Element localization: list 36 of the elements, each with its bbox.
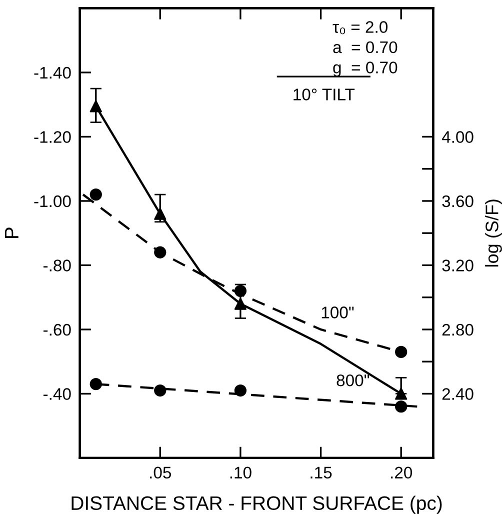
annotation: 10° TILT	[294, 88, 355, 100]
point	[154, 208, 166, 220]
point	[234, 298, 247, 310]
point	[90, 188, 102, 201]
y2-tick-label: 4.00	[442, 131, 474, 143]
y-tick-label: -.80	[44, 260, 71, 272]
y-tick-label: -.60	[44, 324, 71, 336]
x-axis-title: DISTANCE STAR - FRONT SURFACE (pc)	[72, 496, 442, 514]
y2-tick-label: 2.80	[442, 324, 474, 336]
point	[395, 346, 408, 358]
x-tick-label: .10	[230, 466, 252, 479]
y2-axis-title: log (S/F)	[485, 200, 502, 266]
x-tick-label: .20	[391, 466, 412, 479]
y2-tick-label: 3.60	[442, 195, 474, 208]
series-label: 800"	[336, 374, 370, 386]
point	[154, 384, 166, 397]
point	[90, 100, 102, 112]
point	[395, 400, 408, 413]
y-tick-label: -.40	[44, 388, 71, 400]
x-tick-label: .05	[150, 466, 172, 479]
y-axis-title: P	[4, 228, 18, 238]
y-tick-label: -1.00	[34, 195, 71, 208]
point	[90, 378, 102, 390]
annotation: a = 0.70	[333, 41, 398, 54]
y-tick-label: -1.40	[34, 66, 71, 79]
point	[395, 388, 408, 400]
annotation: τ₀ = 2.0	[332, 21, 388, 34]
series-label: 100"	[322, 306, 354, 318]
x-tick-label: .15	[310, 466, 332, 479]
y2-tick-label: 2.40	[442, 388, 474, 400]
point	[154, 246, 166, 258]
point	[234, 384, 247, 397]
y2-tick-label: 3.20	[442, 260, 474, 272]
point	[234, 284, 247, 297]
annotation: g = 0.70	[333, 62, 398, 77]
y-tick-label: -1.20	[34, 131, 71, 143]
